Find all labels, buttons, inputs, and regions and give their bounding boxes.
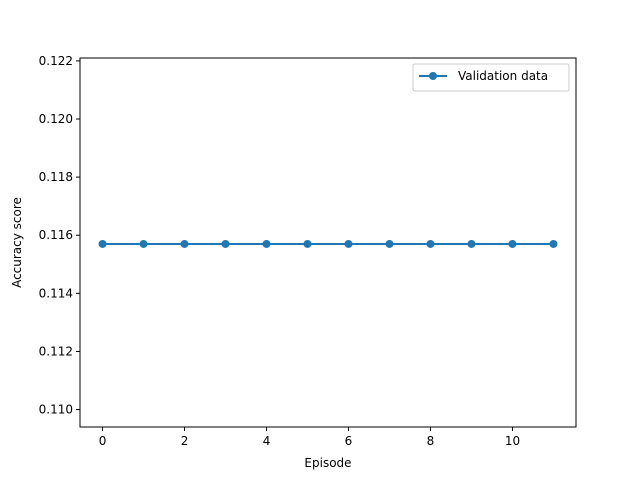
data-point [303, 239, 312, 248]
x-tick-label: 0 [99, 434, 107, 448]
y-tick-label: 0.116 [39, 228, 73, 242]
series-layer [98, 239, 558, 248]
y-axis-label: Accuracy score [10, 197, 24, 288]
plot-frame [79, 57, 577, 428]
data-point [139, 239, 148, 248]
data-point [344, 239, 353, 248]
x-tick-label: 4 [263, 434, 271, 448]
data-point [467, 239, 476, 248]
legend-frame [412, 63, 570, 92]
data-point [508, 239, 517, 248]
data-point [549, 239, 558, 248]
x-tick-label: 10 [505, 434, 520, 448]
y-tick-label: 0.122 [39, 54, 73, 68]
data-point [98, 239, 107, 248]
y-tick-label: 0.110 [39, 403, 73, 417]
y-tick-label: 0.120 [39, 112, 73, 126]
legend-series-marker [429, 72, 437, 80]
data-point [426, 239, 435, 248]
x-axis-label: Episode [304, 456, 351, 470]
legend: Validation data [412, 63, 570, 92]
x-tick-label: 6 [345, 434, 353, 448]
data-point [385, 239, 394, 248]
y-tick-label: 0.112 [39, 344, 73, 358]
x-tick-label: 8 [427, 434, 435, 448]
y-tick-label: 0.114 [39, 286, 73, 300]
data-point [262, 239, 271, 248]
data-point [180, 239, 189, 248]
y-tick-label: 0.118 [39, 170, 73, 184]
x-tick-label: 2 [181, 434, 189, 448]
data-point [221, 239, 230, 248]
legend-series-label: Validation data [458, 69, 548, 83]
ticks-layer: 0 2 4 6 8 10 0.110 0.112 0.114 0.116 0.118 0.120 0.1… [39, 54, 520, 448]
